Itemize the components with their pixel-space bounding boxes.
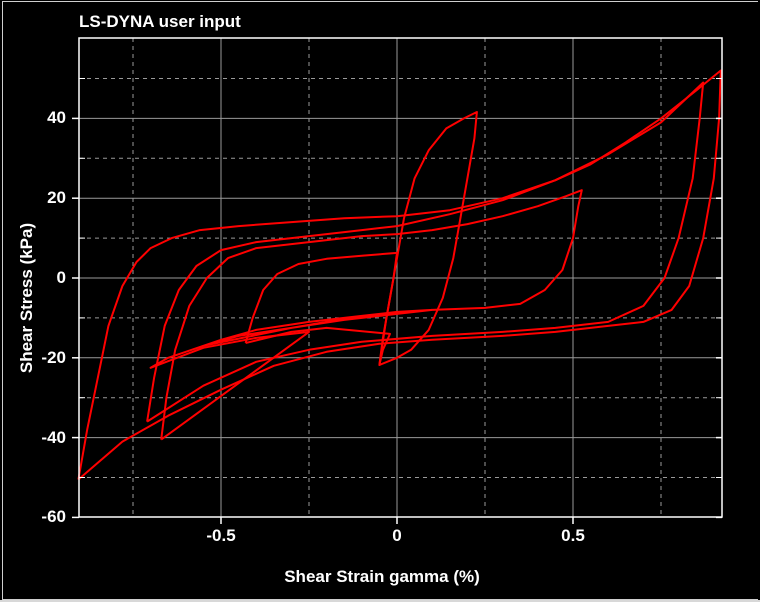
- chart-title: LS-DYNA user input: [79, 12, 241, 31]
- curve-large-loop-1: [77, 69, 722, 481]
- hysteresis-curves: [77, 69, 722, 481]
- y-tick-label: -20: [41, 347, 66, 367]
- y-tick-label: -60: [41, 507, 66, 527]
- y-tick-label: 40: [47, 108, 66, 128]
- curve-tall-loop: [378, 111, 478, 366]
- curve-medium-loop-1: [146, 81, 705, 423]
- grid-lines: [79, 38, 722, 517]
- x-tick-label: 0.5: [561, 526, 585, 545]
- y-tick-label: 20: [47, 188, 66, 208]
- x-tick-label: 0: [392, 526, 402, 545]
- window-bottom-edge: [0, 600, 760, 602]
- axis-ticks: [72, 78, 722, 524]
- y-tick-label: -40: [41, 427, 66, 447]
- x-axis-label: Shear Strain gamma (%): [284, 567, 480, 586]
- y-axis-label: Shear Stress (kPa): [17, 222, 36, 374]
- x-tick-label: -0.5: [206, 526, 236, 545]
- curve-medium-loop-2: [149, 189, 583, 441]
- y-tick-label: 0: [56, 268, 66, 287]
